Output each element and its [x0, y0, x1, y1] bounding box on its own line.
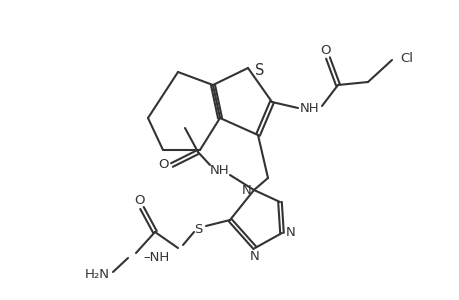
Text: O: O: [320, 44, 330, 56]
Text: S: S: [254, 62, 264, 77]
Text: NH: NH: [300, 101, 319, 115]
Text: N: N: [241, 184, 252, 196]
Text: Cl: Cl: [399, 52, 412, 64]
Text: NH: NH: [210, 164, 230, 176]
Text: H₂N: H₂N: [85, 268, 110, 281]
Text: N: N: [250, 250, 259, 263]
Text: –NH: –NH: [143, 251, 169, 265]
Text: N: N: [285, 226, 295, 239]
Text: S: S: [193, 224, 202, 236]
Text: O: O: [134, 194, 145, 206]
Text: O: O: [158, 158, 169, 172]
